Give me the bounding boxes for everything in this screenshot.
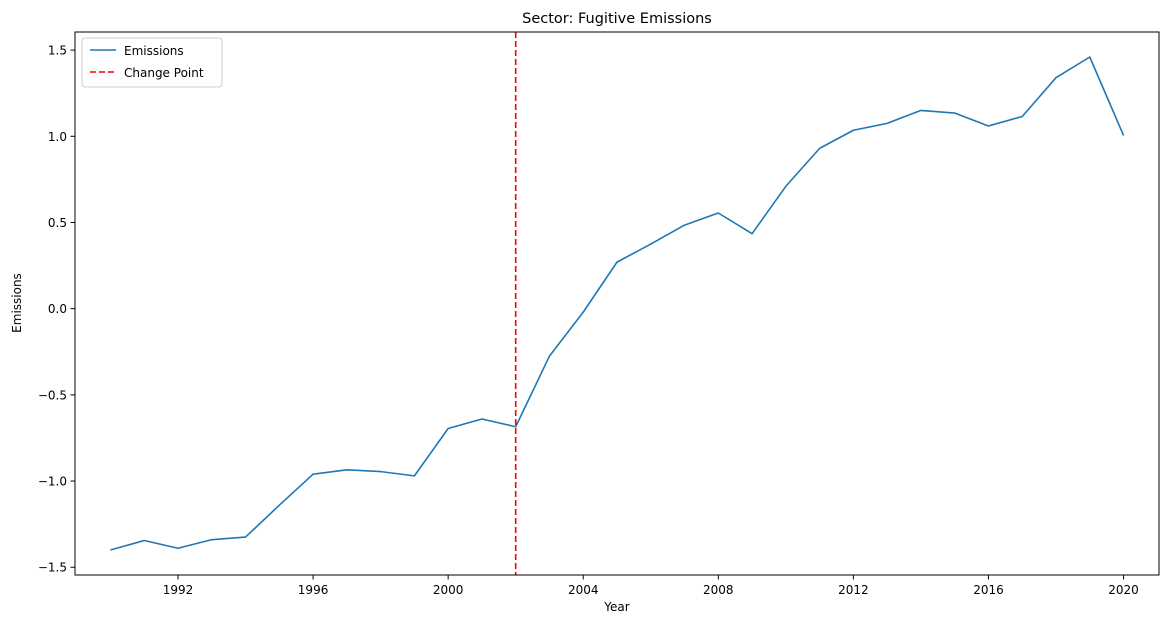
- x-tick-label: 2012: [838, 583, 869, 597]
- x-tick-label: 2004: [568, 583, 599, 597]
- legend-emissions-label: Emissions: [124, 44, 184, 58]
- x-tick-label: 1996: [298, 583, 329, 597]
- y-tick-label: −1.5: [38, 561, 67, 575]
- y-tick-label: 0.0: [48, 302, 67, 316]
- x-tick-label: 2016: [973, 583, 1004, 597]
- y-tick-label: −1.0: [38, 475, 67, 489]
- x-tick-label: 2000: [433, 583, 464, 597]
- x-tick-label: 1992: [163, 583, 194, 597]
- chart-title: Sector: Fugitive Emissions: [522, 11, 712, 27]
- legend-change-point-label: Change Point: [124, 66, 204, 80]
- y-tick-label: 1.5: [48, 44, 67, 58]
- y-tick-label: −0.5: [38, 388, 67, 402]
- y-axis-label: Emissions: [10, 273, 24, 333]
- series-line-emissions: [110, 56, 1125, 551]
- y-tick-label: 1.0: [48, 130, 67, 144]
- legend: Emissions Change Point: [81, 37, 223, 88]
- x-tick-label: 2020: [1108, 583, 1139, 597]
- plot-frame: [74, 31, 1160, 576]
- x-tick-label: 2008: [703, 583, 734, 597]
- y-tick-label: 0.5: [48, 216, 67, 230]
- legend-box: [81, 37, 223, 88]
- x-axis-label: Year: [603, 600, 629, 614]
